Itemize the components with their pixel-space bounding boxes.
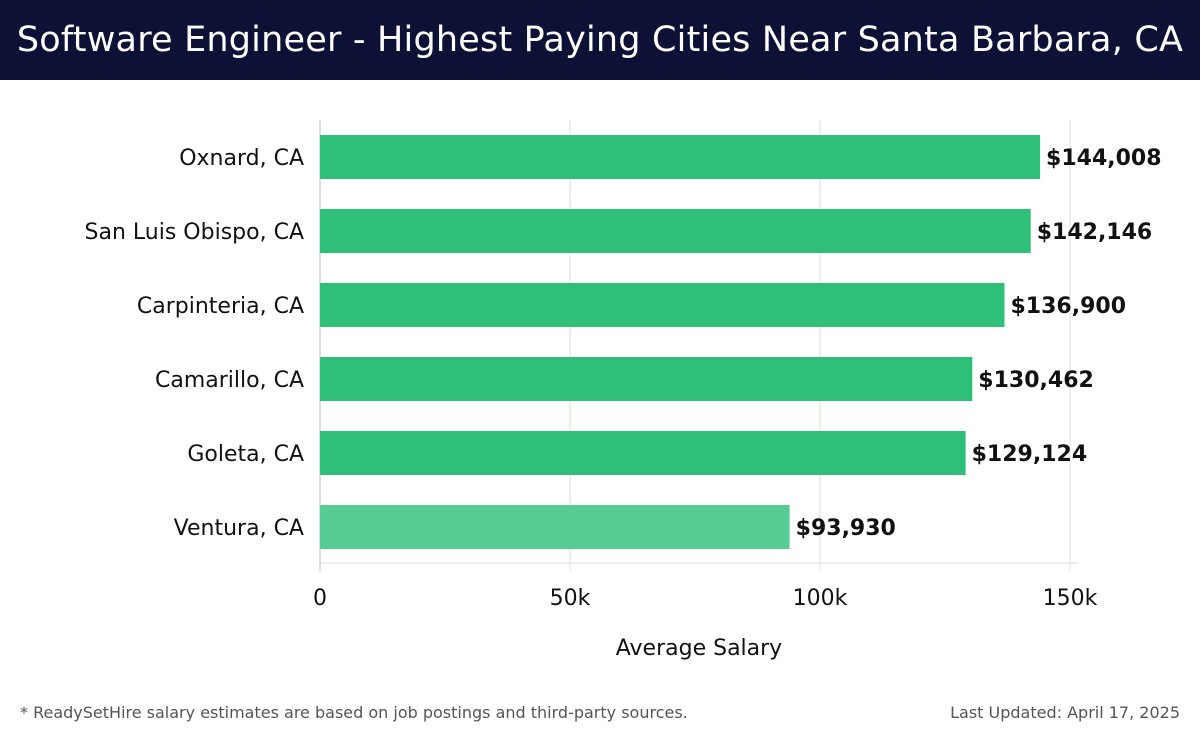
bar bbox=[320, 505, 790, 549]
x-tick-label: 100k bbox=[793, 586, 848, 611]
x-tick-label: 50k bbox=[550, 586, 591, 611]
footer-note: * ReadySetHire salary estimates are base… bbox=[20, 703, 688, 722]
category-label: Oxnard, CA bbox=[179, 146, 304, 171]
bars: Oxnard, CA $144,008 San Luis Obispo, CA $14… bbox=[85, 135, 1162, 549]
chart-header: Software Engineer - Highest Paying Citie… bbox=[0, 0, 1200, 80]
grid-lines bbox=[319, 120, 1078, 571]
chart-title: Software Engineer - Highest Paying Citie… bbox=[16, 20, 1184, 60]
value-label: $144,008 bbox=[1046, 146, 1162, 171]
bar-chart: Oxnard, CA $144,008 San Luis Obispo, CA $14… bbox=[85, 120, 1162, 661]
category-label: Camarillo, CA bbox=[155, 368, 304, 393]
category-label: Carpinteria, CA bbox=[137, 294, 304, 319]
x-tick-label: 150k bbox=[1043, 586, 1098, 611]
value-label: $130,462 bbox=[978, 368, 1094, 393]
category-label: Goleta, CA bbox=[187, 442, 304, 467]
value-label: $136,900 bbox=[1011, 294, 1127, 319]
bar bbox=[320, 283, 1005, 327]
bar bbox=[320, 357, 973, 401]
x-axis-title: Average Salary bbox=[616, 636, 782, 661]
category-label: Ventura, CA bbox=[174, 516, 304, 541]
bar bbox=[320, 431, 966, 475]
category-label: San Luis Obispo, CA bbox=[85, 220, 304, 245]
value-label: $129,124 bbox=[972, 442, 1088, 467]
x-tick-label: 0 bbox=[313, 586, 327, 611]
value-label: $93,930 bbox=[796, 516, 896, 541]
last-updated: Last Updated: April 17, 2025 bbox=[950, 703, 1180, 722]
bar bbox=[320, 209, 1031, 253]
value-label: $142,146 bbox=[1037, 220, 1153, 245]
bar bbox=[320, 135, 1041, 179]
x-axis: 0 50k 100k 150k bbox=[313, 586, 1098, 611]
